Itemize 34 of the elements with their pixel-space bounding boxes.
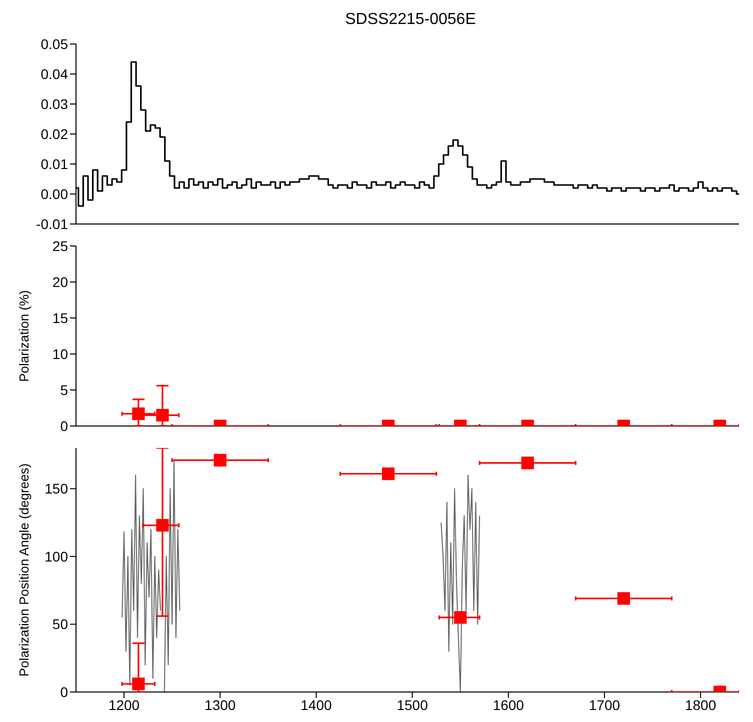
y-tick-label: 0.01 — [40, 156, 68, 172]
point — [214, 454, 226, 466]
y-axis-title: Polarization (%) — [16, 290, 32, 382]
y-axis-title: Polarization Position Angle (degrees) — [16, 463, 32, 677]
x-tick-label: 1600 — [492, 696, 524, 713]
y-tick-label: 20 — [52, 274, 68, 290]
point — [132, 678, 145, 690]
point — [382, 467, 395, 480]
y-tick-label: 100 — [44, 548, 68, 564]
x-tick-label: 1800 — [684, 696, 716, 713]
y-tick-label: 0.00 — [40, 186, 68, 202]
x-tick-label: 1200 — [108, 696, 140, 713]
x-tick-label: 1700 — [588, 696, 620, 713]
chart-title: SDSS2215-0056E — [344, 10, 477, 30]
x-tick-label: 1300 — [204, 696, 236, 713]
y-tick-label: 0 — [60, 418, 68, 434]
y-tick-label: -0.01 — [36, 216, 68, 232]
point — [156, 518, 169, 532]
x-tick-label: 1500 — [396, 696, 428, 713]
y-tick-label: 10 — [52, 346, 68, 362]
point — [521, 456, 534, 470]
y-tick-label: 5 — [60, 382, 68, 398]
y-tick-label: 150 — [44, 480, 68, 497]
y-tick-label: 15 — [52, 310, 68, 326]
y-tick-label: 50 — [52, 616, 68, 632]
y-tick-label: 0.04 — [40, 66, 68, 82]
y-tick-label: 0.03 — [40, 96, 68, 112]
y-tick-label: 0 — [60, 684, 68, 700]
y-tick-label: 25 — [52, 238, 68, 254]
y-tick-label: 0.02 — [40, 126, 68, 142]
y-tick-label: 0.05 — [40, 36, 68, 52]
x-tick-label: 1400 — [300, 696, 332, 713]
point — [454, 611, 467, 624]
point — [617, 592, 630, 605]
